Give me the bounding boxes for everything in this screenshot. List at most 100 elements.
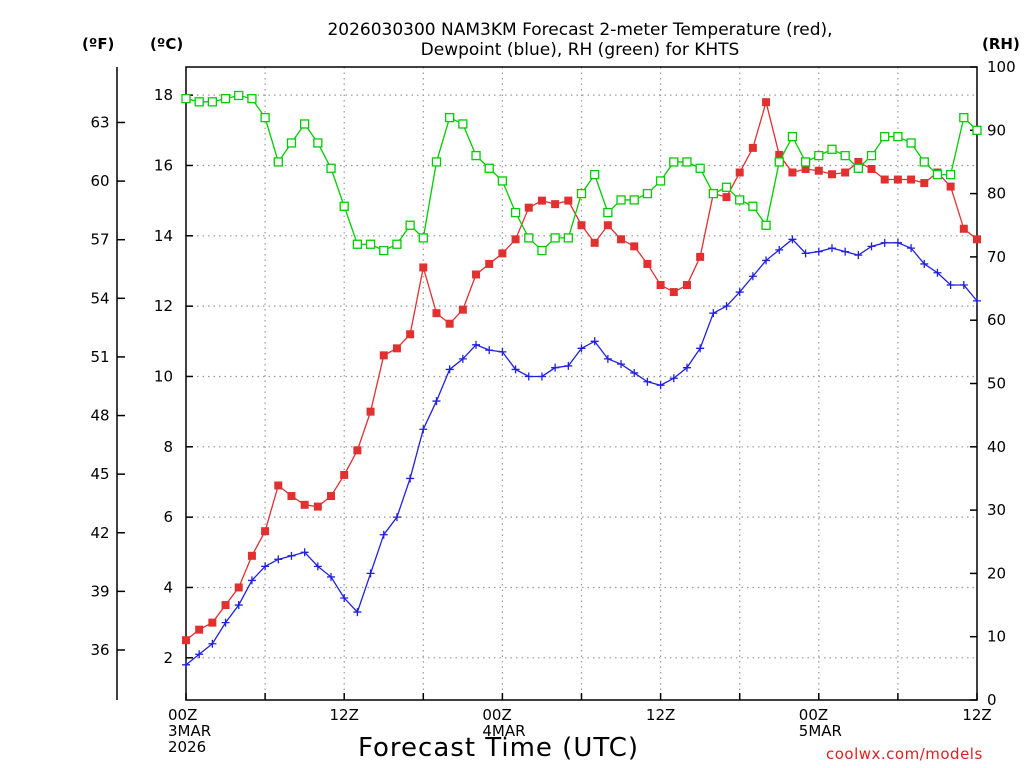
dewpoint-point (353, 608, 362, 617)
fahrenheit-tick-label: 48 (90, 407, 109, 425)
rh-tick-label: 20 (987, 564, 1006, 582)
temperature-point (722, 193, 731, 202)
dewpoint-point (801, 249, 810, 258)
dewpoint-point (432, 397, 441, 406)
rh-point (853, 163, 863, 173)
rh-point (234, 90, 244, 101)
temperature-point (537, 196, 546, 205)
dewpoint-point (682, 363, 691, 372)
rh-tick-label: 90 (987, 121, 1006, 139)
temperature-point (208, 618, 217, 627)
rh-point (220, 94, 231, 104)
temperature-point (643, 259, 652, 268)
fahrenheit-tick-label: 42 (90, 524, 109, 542)
temperature-point (353, 446, 362, 455)
temperature-point (696, 252, 705, 261)
x-tick-label: 00Z 5MAR (799, 707, 859, 739)
fahrenheit-tick-label: 45 (90, 465, 109, 483)
celsius-tick-label: 18 (154, 86, 173, 104)
rh-point (352, 239, 363, 249)
temperature-point (432, 309, 441, 318)
rh-point (682, 157, 692, 167)
series-dewpoint (182, 235, 981, 669)
dewpoint-point (735, 288, 744, 297)
dewpoint-point (366, 569, 375, 578)
dewpoint-point (722, 302, 731, 311)
dewpoint-point (577, 344, 586, 353)
fahrenheit-tick-label: 60 (90, 172, 109, 190)
dewpoint-point (590, 337, 599, 346)
dewpoint-point (511, 365, 520, 374)
rh-point (827, 144, 837, 154)
dewpoint-point (551, 363, 560, 372)
celsius-tick-label: 4 (163, 578, 173, 596)
dewpoint-point (274, 555, 283, 564)
celsius-tick-label: 14 (154, 227, 173, 245)
rh-unit-label: (RH) (982, 35, 1020, 53)
rh-tick-label: 30 (987, 501, 1006, 519)
dewpoint-point (524, 372, 533, 381)
rh-tick-label: 80 (987, 185, 1006, 203)
rh-point (181, 94, 191, 104)
dewpoint-point (195, 650, 204, 659)
rh-tick-label: 50 (987, 375, 1006, 393)
dewpoint-point (617, 360, 626, 369)
series-layer (181, 90, 982, 669)
celsius-tick-label: 8 (163, 438, 173, 456)
dewpoint-point (537, 372, 546, 381)
dewpoint-point (762, 256, 771, 265)
temperature-point (630, 242, 639, 251)
temperature-point (551, 200, 560, 209)
rh-point (721, 182, 732, 192)
dewpoint-point (498, 347, 507, 356)
dewpoint-point (643, 377, 652, 386)
dewpoint-point (392, 513, 401, 522)
temperature-point (300, 500, 309, 509)
rh-point (919, 157, 929, 167)
temperature-point (195, 625, 204, 634)
dewpoint-point (564, 361, 573, 370)
rh-point (563, 233, 573, 243)
x-tick-date: 5MAR (798, 722, 842, 740)
dewpoint-point (867, 242, 876, 251)
rh-point (945, 169, 956, 180)
chart-title-line1: 2026030300 NAM3KM Forecast 2-meter Tempe… (327, 20, 833, 40)
temperature-point (920, 179, 929, 188)
fahrenheit-tick-label: 36 (90, 641, 109, 659)
rh-point (880, 131, 890, 142)
temperature-point (472, 270, 481, 279)
rh-tick-label: 40 (987, 438, 1006, 456)
x-tick-label: 00Z 3MAR 2026 (168, 707, 228, 755)
temperature-point (392, 344, 401, 353)
series-rh (181, 90, 982, 256)
temperature-point (669, 288, 678, 297)
fahrenheit-tick-label: 57 (90, 231, 109, 249)
x-tick-label: 00Z 4MAR (482, 707, 542, 739)
temperature-point (458, 305, 467, 314)
temperature-point (893, 175, 902, 184)
celsius-tick-label: 16 (154, 156, 173, 174)
dewpoint-point (472, 340, 481, 349)
rh-tick-label: 60 (987, 311, 1006, 329)
x-tick-time: 00Z (798, 706, 829, 724)
rh-point (365, 239, 376, 249)
dewpoint-point (827, 244, 836, 253)
rh-point (866, 150, 877, 161)
dewpoint-point (841, 247, 850, 256)
rh-point (260, 112, 270, 123)
temperature-point (564, 196, 573, 205)
rh-tick-label: 70 (987, 248, 1006, 266)
rh-point (906, 138, 916, 148)
temperature-point (762, 98, 771, 107)
series-temperature (182, 98, 981, 645)
celsius-tick-label: 12 (154, 297, 173, 315)
dewpoint-point (287, 551, 296, 560)
rh-point (392, 239, 402, 249)
temperature-point (590, 238, 599, 247)
dewpoint-point (445, 365, 454, 374)
temperature-point (511, 235, 520, 244)
dewpoint-point (709, 309, 718, 318)
temperature-point (340, 470, 349, 479)
x-axis-title: Forecast Time (UTC) (358, 733, 640, 763)
